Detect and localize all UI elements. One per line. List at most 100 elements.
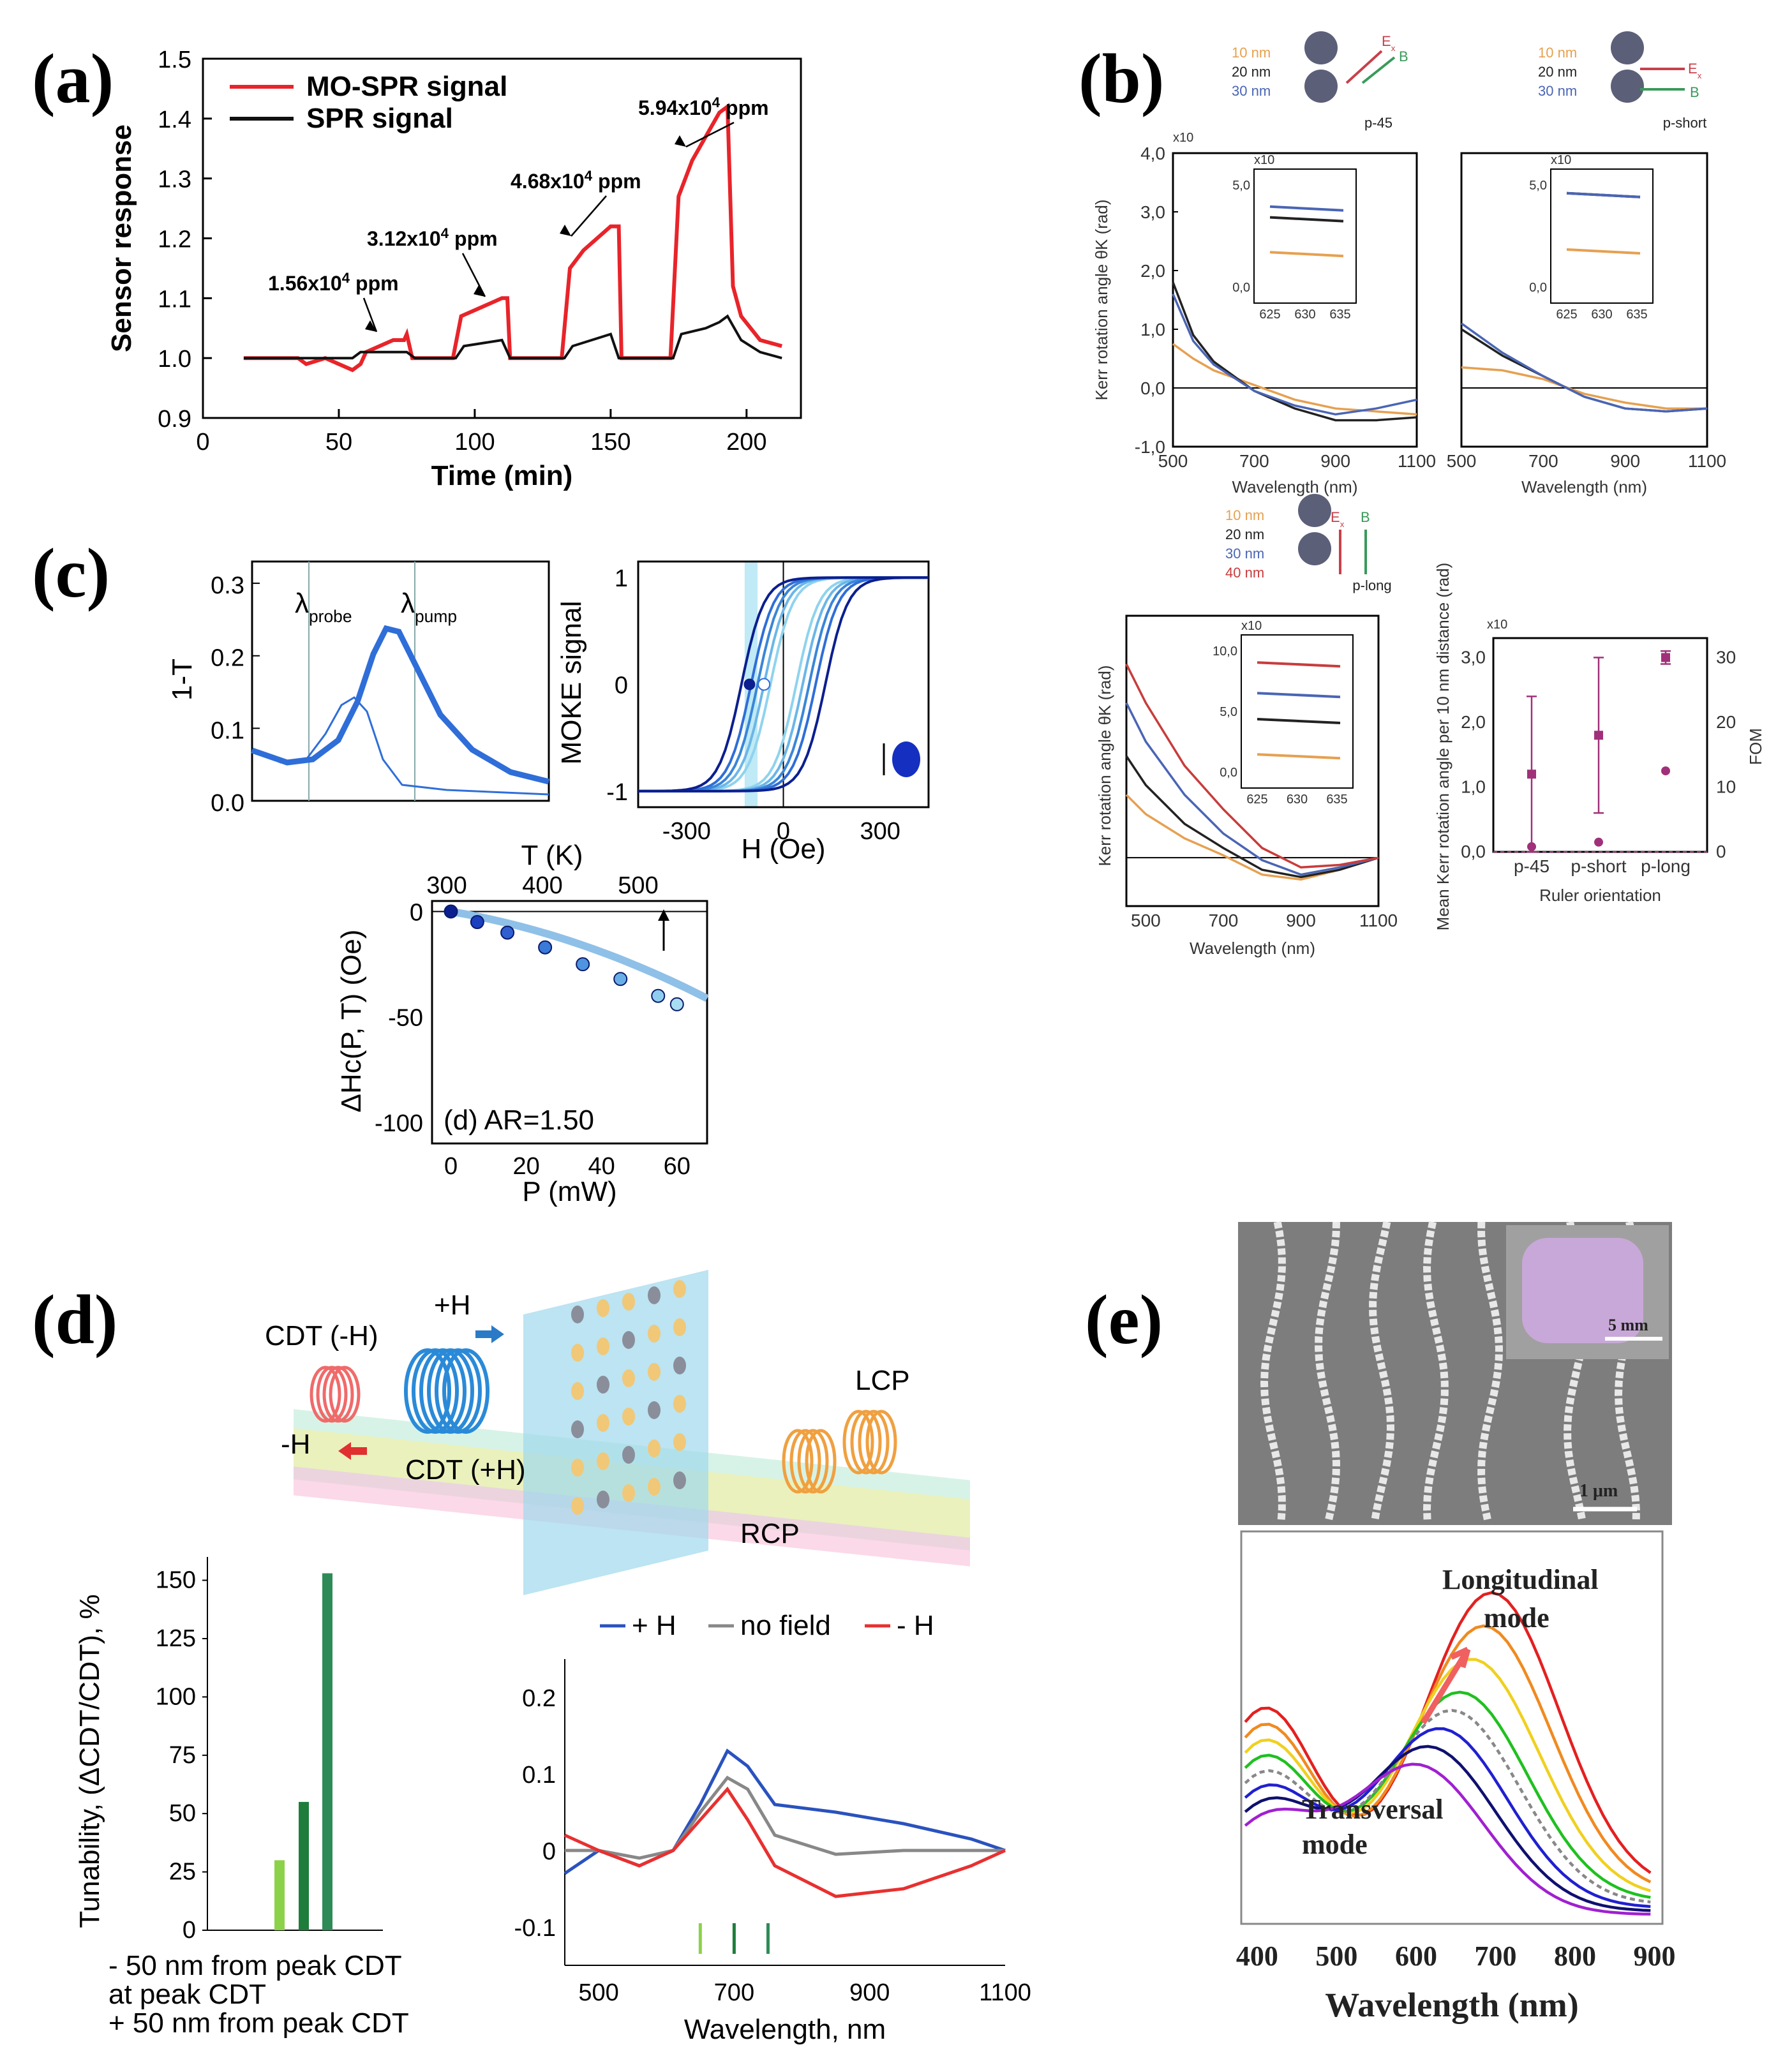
y-tick-label: 2,0 <box>1461 712 1486 732</box>
nanodisk-bottom <box>1611 70 1644 103</box>
superscript: 4 <box>712 94 721 110</box>
concentration-annotation: 3.12x104 ppm <box>367 225 498 251</box>
y-tick-label: 0.9 <box>158 406 191 433</box>
superscript: 4 <box>585 168 593 184</box>
nanoparticle-chain <box>1260 1221 1286 1521</box>
x2-tick-label: 300 <box>426 872 467 899</box>
coil-blue <box>419 1348 467 1434</box>
inset-x-tick: 630 <box>1591 308 1612 322</box>
nanostructure <box>597 1491 609 1508</box>
coil-orange <box>797 1429 829 1494</box>
y-axis-label: ΔHc(P, T) (Oe) <box>336 930 367 1113</box>
nanostructure <box>673 1280 686 1298</box>
legend-entry: 30 nm <box>1232 83 1271 99</box>
y-tick-label: 0 <box>410 900 423 927</box>
annotation-arrow <box>461 253 486 297</box>
x-axis-label: Wavelength (nm) <box>1521 477 1647 496</box>
data-point <box>500 925 515 940</box>
label-cdt-minus-h: CDT (-H) <box>265 1320 378 1351</box>
extinction-spectrum <box>1244 1745 1651 1912</box>
x-tick-label: 900 <box>1286 911 1316 930</box>
inset-series-line <box>1257 753 1341 760</box>
minus-h-arrow <box>338 1442 367 1460</box>
series-line <box>1172 343 1417 416</box>
subscript: probe <box>309 607 352 626</box>
x-tick-label: 500 <box>1315 1940 1357 1972</box>
legend-entry: 20 nm <box>1232 64 1271 80</box>
extinction-spectrum <box>1244 1727 1651 1909</box>
x-axis-label: Wavelength (nm) <box>1232 477 1358 496</box>
series-line <box>1172 294 1417 416</box>
longitudinal-mode-label: mode <box>1484 1602 1549 1634</box>
bar-legend-entry: + 50 nm from peak CDT <box>108 2007 409 2039</box>
bar-legend-entry: - 50 nm from peak CDT <box>108 1950 402 1981</box>
x-tick-label: 700 <box>714 1979 754 2006</box>
inset-series-line <box>1269 205 1344 212</box>
coil-blue <box>412 1348 459 1434</box>
x-axis-label: Ruler orientation <box>1539 886 1661 905</box>
coil-red <box>329 1366 361 1423</box>
coil-orange <box>789 1429 821 1494</box>
y-axis-label: 1-T <box>167 659 198 701</box>
coil-orange <box>850 1410 882 1475</box>
y-tick-label: 3,0 <box>1461 647 1486 667</box>
annotation-arrowhead <box>675 135 686 147</box>
x-tick-label: 300 <box>860 818 900 845</box>
y-tick-label: 50 <box>169 1800 196 1827</box>
y-tick-label: 1.4 <box>158 107 191 133</box>
panel-label-c: (c) <box>32 534 110 612</box>
x-axis-label: H (Oe) <box>742 833 826 865</box>
legend-entry: 40 nm <box>1225 565 1264 581</box>
extinction-spectrum <box>1244 1690 1651 1899</box>
series-line <box>1460 322 1708 413</box>
panel-label-d: (d) <box>32 1281 117 1358</box>
concentration-annotation: 4.68x104 ppm <box>511 168 641 193</box>
coil-orange <box>782 1429 814 1494</box>
x-tick-label: 500 <box>1158 451 1188 471</box>
coil-red <box>310 1366 341 1423</box>
legend-entry: + H <box>632 1610 676 1641</box>
hysteresis-branch-down <box>638 576 929 793</box>
y-tick-label: 0.1 <box>522 1762 556 1789</box>
inset-y-tick: 0,0 <box>1529 281 1547 295</box>
coercive-point-open <box>758 678 771 691</box>
plot-frame-c1 <box>251 560 550 802</box>
inset-series-line <box>1257 718 1341 724</box>
data-point <box>669 997 684 1011</box>
y-tick-label: 1.2 <box>158 227 191 253</box>
x-tick-label: 600 <box>1395 1940 1437 1972</box>
y-exponent: x10 <box>1173 131 1193 145</box>
nanostructure <box>571 1459 584 1477</box>
e-field-label: Ex <box>1688 61 1702 80</box>
y-tick-label: 0.1 <box>211 717 244 744</box>
panel-label-a: (a) <box>32 40 114 117</box>
x-tick-label: 0 <box>196 429 209 456</box>
x-tick-label: 1100 <box>1359 911 1398 930</box>
hysteresis-branch-up <box>638 576 929 793</box>
plus-h-arrow <box>475 1325 504 1343</box>
fom-marker <box>1661 766 1670 776</box>
legend-entry: 10 nm <box>1538 45 1577 61</box>
inset-x-tick: 630 <box>1294 308 1315 322</box>
temperature-arrowhead <box>658 909 669 921</box>
extinction-spectrum <box>1244 1624 1652 1884</box>
spectrum-line <box>565 1775 1005 1860</box>
nanostructure <box>648 1401 661 1419</box>
inset-x-tick: 625 <box>1259 308 1280 322</box>
x-tick-label: 700 <box>1474 1940 1516 1972</box>
coil-red <box>316 1366 348 1423</box>
bar <box>299 1801 309 1930</box>
panel-a: 0 50 100 150 200 0.9 1.0 1.1 1.2 1.3 1.4 1.5 Time (m… <box>106 47 802 491</box>
text-span: 5.94x10 <box>638 96 712 119</box>
x-tick-label: 40 <box>588 1153 615 1180</box>
inset-x-tick: 635 <box>1326 793 1347 807</box>
legend-entry: no field <box>740 1610 831 1641</box>
y-tick-label: 1 <box>615 565 628 592</box>
nanostructure <box>648 1363 661 1381</box>
y-tick-label: 0 <box>615 673 628 699</box>
extinction-spectrum <box>1244 1591 1652 1874</box>
nanostructure <box>673 1318 686 1336</box>
inset-x-tick: 635 <box>1626 308 1647 322</box>
x2-tick-label: 500 <box>618 872 658 899</box>
probe-label: λprobe <box>295 588 352 626</box>
